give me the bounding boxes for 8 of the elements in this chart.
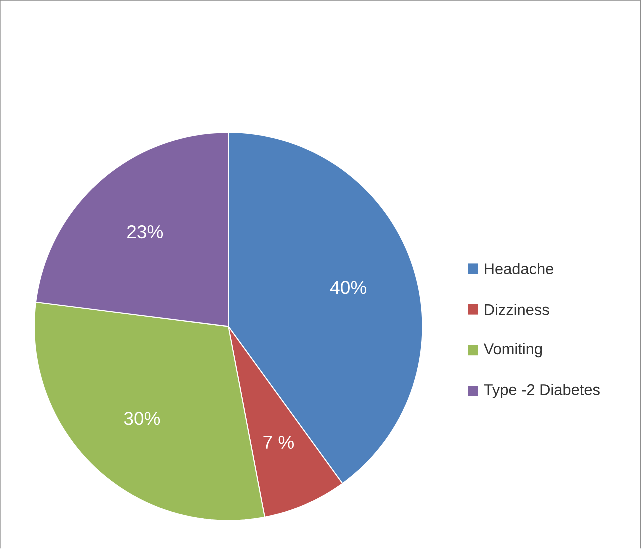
legend-label: Headache [485, 263, 554, 274]
data-label: 7 % [264, 436, 294, 449]
data-label: 23% [128, 225, 164, 239]
legend-label: Vomiting [484, 343, 542, 358]
data-label: 40% [330, 281, 366, 294]
data-label: 30% [124, 412, 160, 426]
legend-label: Dizziness [485, 304, 550, 316]
legend-label: Type -2 Diabetes [484, 384, 600, 398]
